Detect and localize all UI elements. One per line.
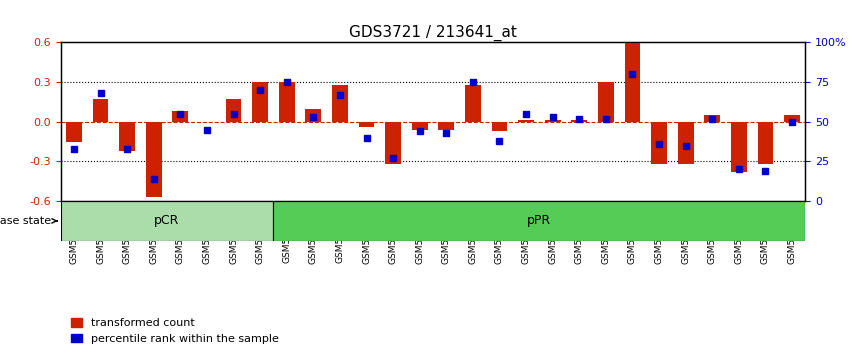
Title: GDS3721 / 213641_at: GDS3721 / 213641_at [349,25,517,41]
Bar [518,120,534,122]
Bar [332,85,348,122]
Bar [572,120,587,122]
Bar [624,42,641,122]
Bar [145,122,162,197]
Bar [252,82,268,122]
Text: pCR: pCR [154,215,180,227]
Bar [66,122,82,142]
Bar [545,120,560,122]
Bar [225,99,242,122]
Bar [731,122,746,172]
Text: disease state: disease state [0,216,57,226]
Bar [411,122,428,130]
FancyBboxPatch shape [274,201,805,241]
Bar [598,82,614,122]
Bar [438,122,455,130]
Bar [120,122,135,151]
Legend: transformed count, percentile rank within the sample: transformed count, percentile rank withi… [66,314,283,348]
Bar [678,122,694,164]
Bar [385,122,401,164]
Bar [704,115,721,122]
Bar [784,115,800,122]
Bar [465,85,481,122]
Bar [758,122,773,164]
Bar [172,111,188,122]
Bar [359,122,374,127]
Bar [279,82,294,122]
Bar [651,122,667,164]
Bar [93,99,108,122]
FancyBboxPatch shape [61,201,274,241]
Bar [492,122,507,131]
Text: pPR: pPR [527,215,552,227]
Bar [306,109,321,122]
